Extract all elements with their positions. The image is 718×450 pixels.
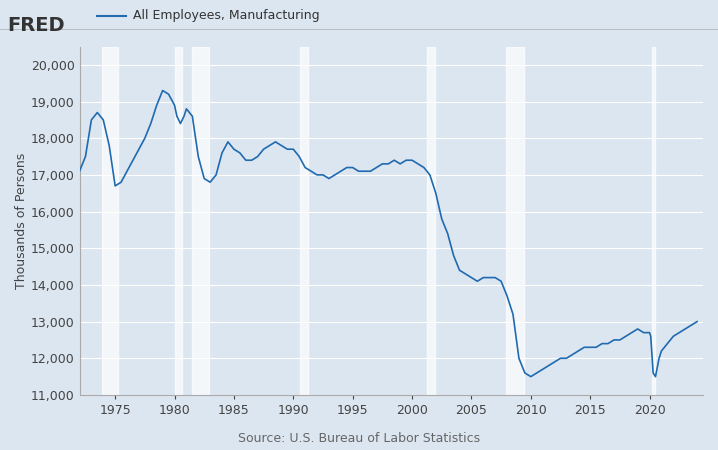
Bar [174, 46, 182, 395]
Bar [300, 46, 307, 395]
Bar [506, 46, 523, 395]
Y-axis label: Thousands of Persons: Thousands of Persons [15, 153, 28, 289]
Bar [102, 46, 118, 395]
Bar [427, 46, 434, 395]
Text: Source: U.S. Bureau of Labor Statistics: Source: U.S. Bureau of Labor Statistics [238, 432, 480, 446]
Bar [192, 46, 209, 395]
Bar [652, 46, 656, 395]
Text: All Employees, Manufacturing: All Employees, Manufacturing [133, 9, 320, 22]
Text: FRED: FRED [7, 16, 65, 35]
